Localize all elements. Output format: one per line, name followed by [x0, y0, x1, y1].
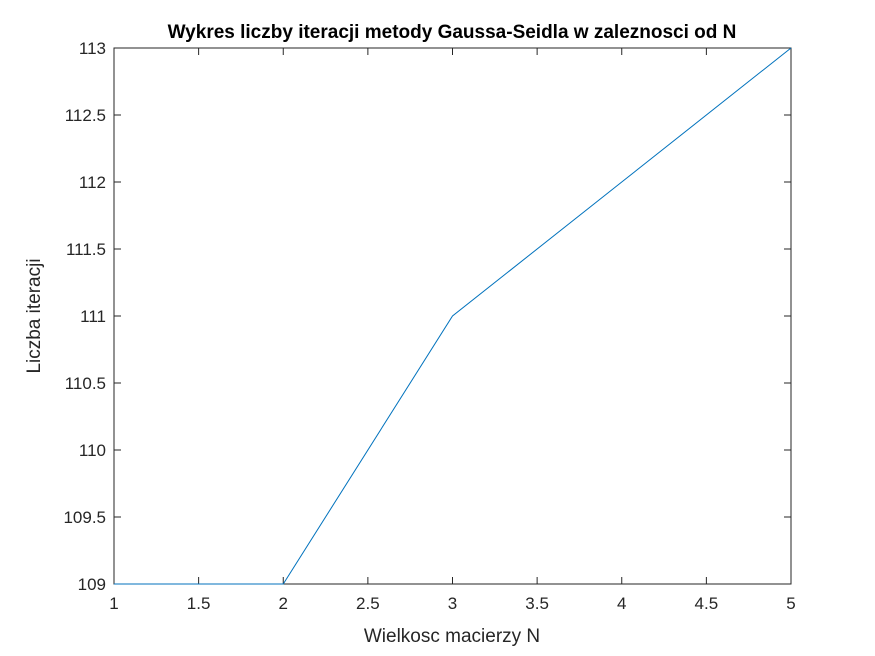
y-tick-label: 110.5: [65, 374, 106, 393]
x-axis-label: Wielkosc macierzy N: [364, 626, 540, 647]
x-tick-label: 3.5: [525, 594, 549, 613]
y-tick-label: 113: [79, 39, 106, 58]
x-tick-label: 5: [786, 594, 795, 613]
y-tick-label: 109.5: [63, 508, 106, 527]
x-tick-label: 2: [279, 594, 288, 613]
y-axis-label: Liczba iteracji: [24, 258, 45, 373]
chart-title: Wykres liczby iteracji metody Gaussa-Sei…: [168, 22, 737, 43]
x-tick-label: 4.5: [695, 594, 719, 613]
y-tick-label: 111.5: [66, 240, 106, 259]
x-tick-label: 3: [448, 594, 457, 613]
x-tick-label: 2.5: [356, 594, 380, 613]
x-tick-label: 4: [617, 594, 626, 613]
x-tick-label: 1.5: [187, 594, 211, 613]
x-tick-label: 1: [109, 594, 118, 613]
y-tick-label: 112.5: [65, 106, 106, 125]
y-tick-label: 110: [79, 441, 106, 460]
y-tick-label: 109: [78, 575, 106, 594]
y-tick-label: 112: [79, 173, 106, 192]
y-tick-label: 111: [80, 307, 106, 326]
